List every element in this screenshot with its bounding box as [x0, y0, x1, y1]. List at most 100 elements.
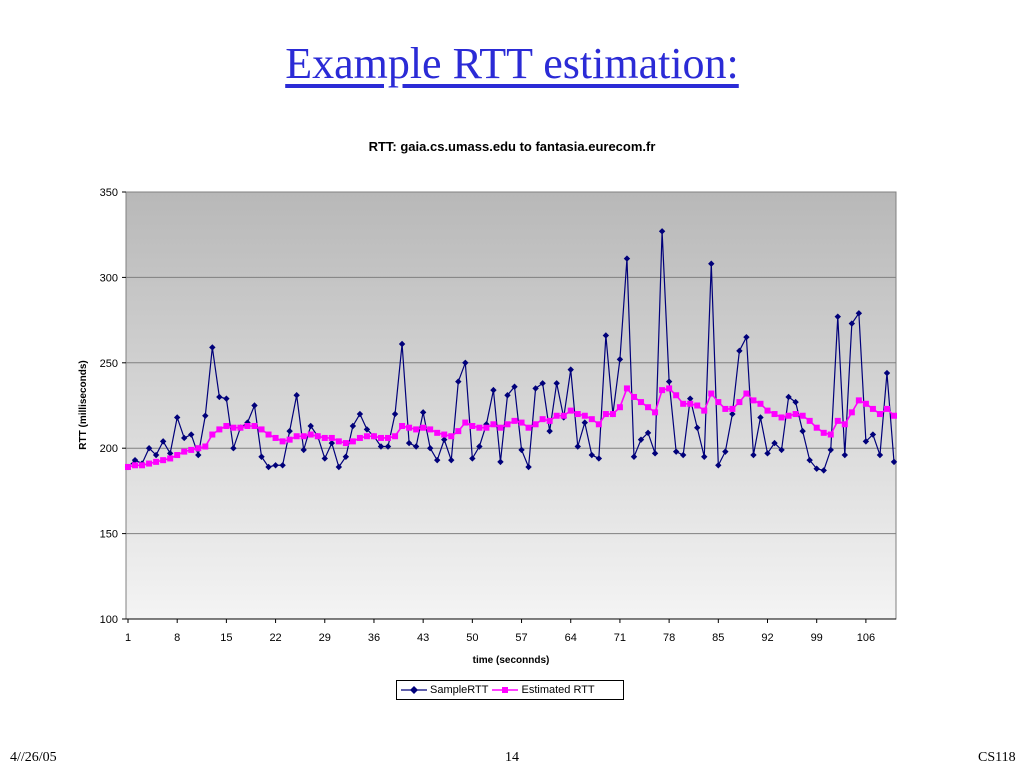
- square-marker-icon: [492, 687, 519, 693]
- estimated-rtt-point: [349, 438, 356, 445]
- sample-rtt-point: [862, 438, 870, 445]
- estimated-rtt-point: [532, 421, 539, 428]
- estimated-rtt-point: [223, 422, 230, 429]
- sample-rtt-point: [490, 386, 497, 394]
- sample-rtt-point: [658, 228, 666, 235]
- sample-rtt-point: [441, 436, 448, 443]
- estimated-rtt-point: [497, 424, 504, 431]
- sample-rtt-point: [736, 347, 743, 355]
- sample-rtt-point: [152, 451, 160, 459]
- sample-rtt-point: [518, 446, 525, 454]
- sample-rtt-point: [630, 453, 638, 460]
- x-tick-label: 78: [663, 632, 675, 644]
- estimated-rtt-point: [413, 426, 420, 433]
- estimated-rtt-point: [209, 431, 216, 438]
- x-tick-label: 99: [811, 632, 823, 644]
- estimated-rtt-point: [420, 424, 427, 431]
- chart-title: RTT: gaia.cs.umass.edu to fantasia.eurec…: [368, 139, 656, 154]
- x-tick-label: 85: [712, 632, 724, 644]
- estimated-rtt-point: [174, 452, 181, 459]
- sample-rtt-point: [876, 451, 884, 459]
- estimated-rtt-point: [399, 422, 406, 429]
- legend-item-sample: SampleRTT: [401, 684, 488, 696]
- sample-rtt-point: [363, 426, 371, 433]
- sample-rtt-point: [532, 385, 539, 392]
- estimated-rtt-point: [279, 438, 286, 445]
- sample-rtt-point: [785, 393, 792, 401]
- estimated-rtt-point: [314, 433, 321, 440]
- estimated-rtt-point: [855, 397, 862, 404]
- sample-rtt-point: [419, 409, 427, 416]
- estimated-rtt-point: [673, 392, 680, 399]
- estimated-rtt-point: [736, 399, 743, 406]
- sample-rtt-point: [694, 424, 701, 431]
- estimated-rtt-point: [876, 411, 883, 418]
- estimated-rtt-point: [335, 438, 342, 445]
- estimated-rtt-point: [659, 387, 666, 394]
- estimated-rtt-point: [293, 433, 300, 440]
- estimated-rtt-point: [553, 412, 560, 419]
- sample-rtt-point: [300, 446, 307, 454]
- sample-rtt-point: [307, 422, 314, 430]
- estimated-rtt-point: [265, 431, 272, 438]
- estimated-rtt-point: [272, 434, 279, 441]
- estimated-rtt-point: [820, 429, 827, 436]
- estimated-rtt-point: [560, 412, 567, 419]
- sample-rtt-point: [504, 392, 511, 399]
- estimated-rtt-point: [630, 393, 637, 400]
- estimated-rtt-point: [891, 412, 897, 419]
- y-tick-label: 150: [100, 529, 118, 541]
- sample-rtt-point: [265, 463, 272, 471]
- sample-rtt-point: [223, 395, 230, 402]
- sample-rtt-point: [258, 453, 265, 460]
- sample-rtt-point: [722, 448, 729, 455]
- sample-rtt-point: [195, 451, 202, 459]
- sample-rtt-point: [434, 456, 441, 464]
- sample-rtt-point: [806, 456, 813, 464]
- estimated-rtt-point: [504, 421, 511, 428]
- estimated-rtt-point: [785, 412, 792, 419]
- sample-rtt-point: [841, 451, 849, 459]
- estimated-rtt-point: [188, 446, 195, 453]
- sample-rtt-point: [834, 313, 841, 320]
- estimated-rtt-point: [567, 407, 574, 414]
- sample-rtt-point: [293, 392, 300, 399]
- estimated-rtt-point: [701, 407, 708, 414]
- y-axis-label: RTT (milliseconds): [78, 360, 89, 449]
- sample-rtt-point: [595, 455, 603, 462]
- estimated-rtt-point: [427, 426, 434, 433]
- estimated-rtt-point: [813, 424, 820, 431]
- x-tick-label: 15: [220, 632, 232, 644]
- estimated-rtt-point: [462, 419, 469, 426]
- estimated-rtt-point: [195, 445, 202, 452]
- sample-rtt-point: [602, 332, 610, 339]
- estimated-rtt-point: [841, 421, 848, 428]
- sample-rtt-point: [616, 356, 624, 363]
- sample-rtt-point: [588, 451, 596, 459]
- estimated-rtt-point: [680, 400, 687, 407]
- y-tick-label: 350: [100, 187, 118, 199]
- estimated-rtt-point: [356, 434, 363, 441]
- sample-rtt-point: [820, 467, 827, 474]
- sample-rtt-point: [377, 443, 385, 450]
- sample-rtt-point: [757, 414, 764, 421]
- sample-rtt-point: [701, 453, 708, 460]
- estimated-rtt-point: [490, 421, 497, 428]
- estimated-rtt-point: [328, 434, 335, 441]
- estimated-rtt-point: [370, 433, 377, 440]
- estimated-rtt-point: [469, 422, 476, 429]
- legend-label-sample: SampleRTT: [430, 684, 489, 696]
- sample-rtt-point: [581, 419, 588, 426]
- estimated-rtt-point: [666, 385, 673, 392]
- sample-rtt-point: [679, 451, 687, 459]
- legend-label-estimated: Estimated RTT: [521, 684, 595, 696]
- sample-rtt-point: [715, 462, 722, 469]
- sample-rtt-point: [202, 412, 209, 419]
- x-tick-label: 50: [466, 632, 478, 644]
- sample-rtt-point: [356, 410, 364, 418]
- estimated-rtt-point: [862, 400, 869, 407]
- gridlines: [126, 276, 896, 535]
- x-tick-label: 29: [319, 632, 331, 644]
- footer-course: CS118: [978, 750, 1016, 765]
- sample-rtt-point: [181, 434, 188, 442]
